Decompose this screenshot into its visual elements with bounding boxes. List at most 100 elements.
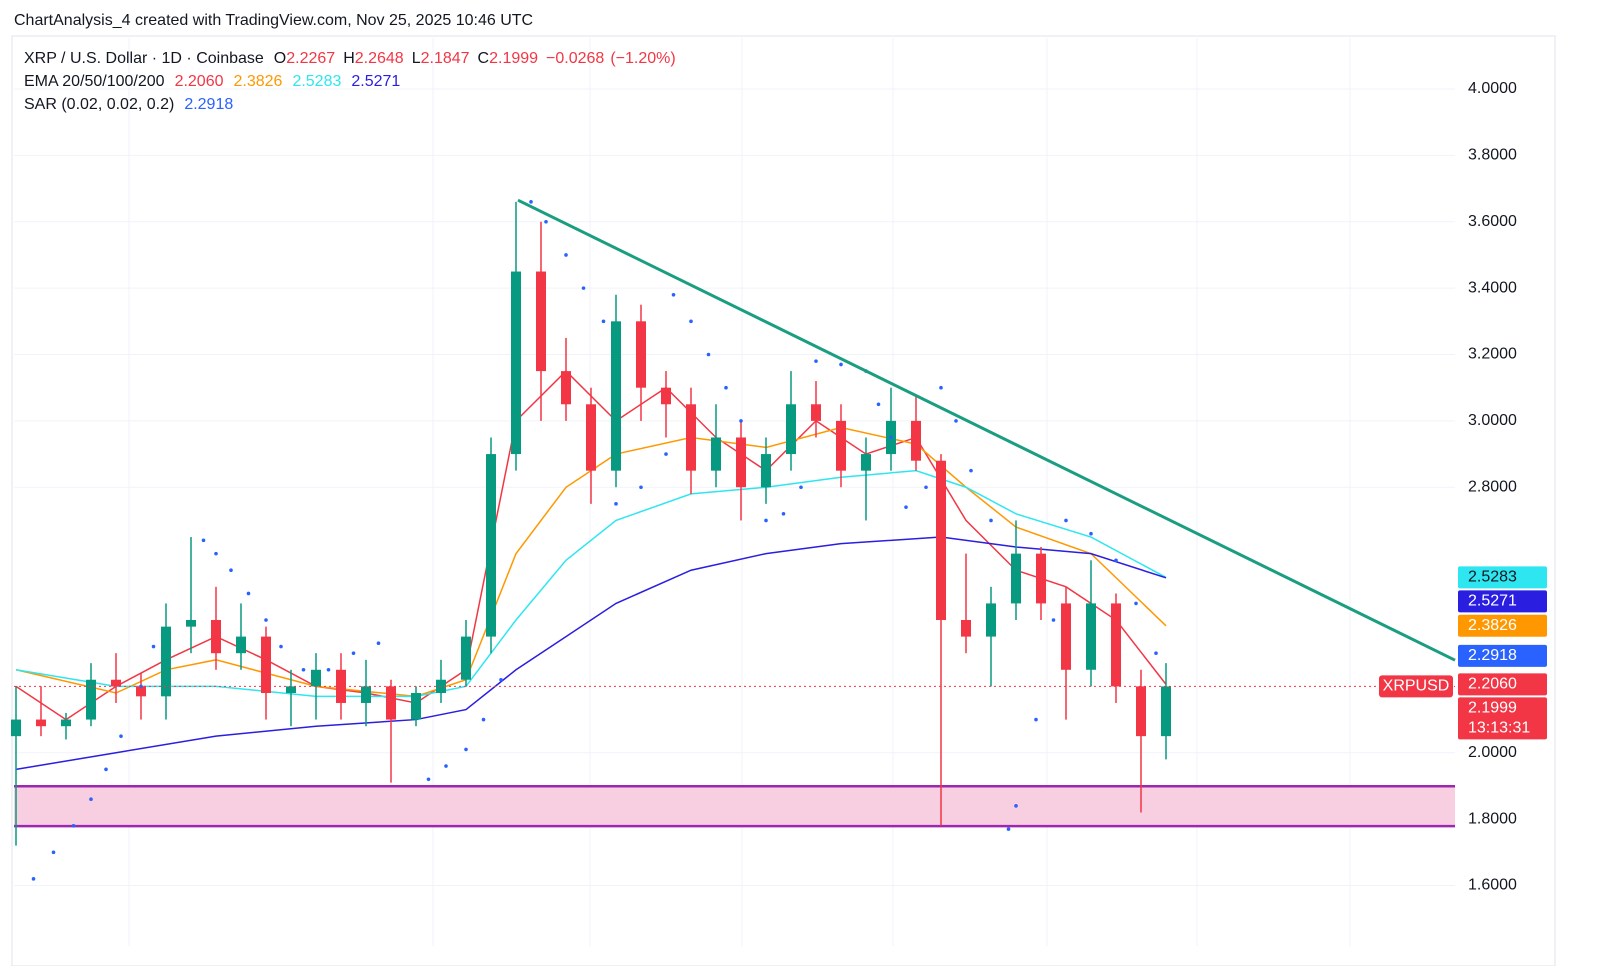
- sar-dot: [1051, 618, 1056, 622]
- price-tag-label: 2.5271: [1468, 593, 1517, 610]
- sar-dot: [876, 402, 881, 407]
- sar-dot: [444, 764, 448, 768]
- price-tag-label: 2.3826: [1468, 617, 1517, 634]
- y-tick-label: 4.0000: [1468, 80, 1517, 97]
- ema-line: [15, 469, 1167, 698]
- candle-body: [211, 620, 221, 654]
- sar-dot: [689, 319, 693, 324]
- candle-body: [386, 686, 396, 720]
- legend-text: 2.2918: [184, 96, 233, 113]
- sar-dot: [814, 359, 818, 363]
- candle-body: [61, 719, 71, 727]
- candle-body: [86, 679, 96, 720]
- y-tick-label: 3.8000: [1468, 147, 1517, 164]
- candle-body: [236, 636, 246, 654]
- candle-body: [1111, 603, 1121, 687]
- legend-text: 2.1999: [489, 50, 538, 67]
- candle-body: [1036, 553, 1046, 604]
- sar-dot: [671, 292, 676, 297]
- sar-dot: [326, 667, 331, 672]
- candle-body: [461, 636, 471, 680]
- price-tag-label: 2.5283: [1468, 569, 1517, 586]
- sar-dot: [1014, 804, 1018, 808]
- candle-body: [686, 404, 696, 471]
- legend-text: 2.1847: [421, 50, 470, 67]
- sar-dot: [426, 777, 431, 782]
- legend-text: 2.2267: [286, 50, 335, 67]
- candle-body: [561, 371, 571, 405]
- candle-body: [36, 719, 46, 727]
- candle-body: [986, 603, 996, 637]
- legend-text: (−1.20%): [610, 50, 675, 67]
- candle-body: [486, 454, 496, 637]
- sar-dot: [924, 485, 928, 490]
- candle-body: [161, 626, 171, 697]
- candle-body: [1136, 686, 1146, 737]
- legend-text: 2.2060: [175, 73, 224, 90]
- legend-text: 2.5283: [292, 73, 341, 90]
- price-tag: [1458, 644, 1547, 667]
- sar-dot: [499, 677, 503, 682]
- sar-dot: [1006, 827, 1011, 831]
- sar-dot: [889, 435, 893, 440]
- candle-body: [636, 321, 646, 388]
- sar-dot: [351, 651, 356, 655]
- price-tag-label: 2.2060: [1468, 676, 1517, 693]
- legend-text: C: [478, 50, 490, 67]
- y-tick-label: 3.2000: [1468, 346, 1517, 363]
- sar-dot: [201, 538, 206, 543]
- legend-text: SAR (0.02, 0.02, 0.2): [24, 96, 174, 113]
- candle-body: [436, 679, 446, 694]
- sar-dot: [301, 667, 306, 672]
- candle-body: [511, 271, 521, 455]
- price-tag-label: 2.1999: [1468, 700, 1517, 717]
- ticker-label: XRPUSD: [1383, 678, 1450, 695]
- candle-body: [1011, 553, 1021, 604]
- y-tick-label: 1.6000: [1468, 877, 1517, 894]
- candle-body: [1086, 603, 1096, 670]
- legend-text: −0.0268: [546, 50, 604, 67]
- countdown: 13:13:31: [1468, 720, 1530, 737]
- candle-body: [136, 686, 146, 697]
- price-tag: [1458, 697, 1547, 740]
- candle-body: [536, 271, 546, 372]
- legend-text: L: [412, 50, 421, 67]
- candle-body: [261, 636, 271, 694]
- sar-dot: [264, 618, 268, 622]
- sar-dot: [581, 286, 586, 290]
- y-tick-label: 2.0000: [1468, 744, 1517, 761]
- trendline: [517, 198, 1456, 662]
- candle-body: [1061, 603, 1071, 670]
- sar-dot: [939, 385, 943, 390]
- sar-dot: [839, 362, 843, 367]
- sar-dot: [51, 850, 56, 855]
- candle-body: [311, 669, 321, 687]
- sar-dot: [31, 877, 36, 881]
- legend-text: O: [274, 50, 286, 67]
- sar-dot: [229, 568, 233, 573]
- legend-text: XRP / U.S. Dollar · 1D · Coinbase: [24, 50, 264, 67]
- candle-body: [786, 404, 796, 455]
- legend-text: 2.3826: [234, 73, 283, 90]
- candle-body: [11, 719, 21, 737]
- candle-body: [811, 404, 821, 421]
- sar-dot: [601, 319, 606, 324]
- candle-body: [936, 460, 946, 621]
- ema-line: [15, 536, 1167, 771]
- legend-text: 2.2648: [355, 50, 404, 67]
- legend-row: EMA 20/50/100/200 2.2060 2.3826 2.5283 2.527…: [24, 73, 400, 90]
- candle-body: [661, 387, 671, 405]
- sar-dot: [376, 641, 381, 646]
- sar-dot: [564, 253, 568, 257]
- sar-dot: [969, 468, 973, 473]
- candle-body: [586, 404, 596, 471]
- price-tag-label: 2.2918: [1468, 647, 1517, 664]
- candle-body: [336, 669, 346, 703]
- y-tick-label: 3.0000: [1468, 412, 1517, 429]
- sar-dot: [104, 767, 108, 772]
- sar-dot: [706, 352, 711, 357]
- sar-dot: [481, 717, 486, 722]
- sar-dot: [279, 644, 283, 649]
- sar-dot: [989, 518, 993, 523]
- sar-dot: [464, 747, 468, 752]
